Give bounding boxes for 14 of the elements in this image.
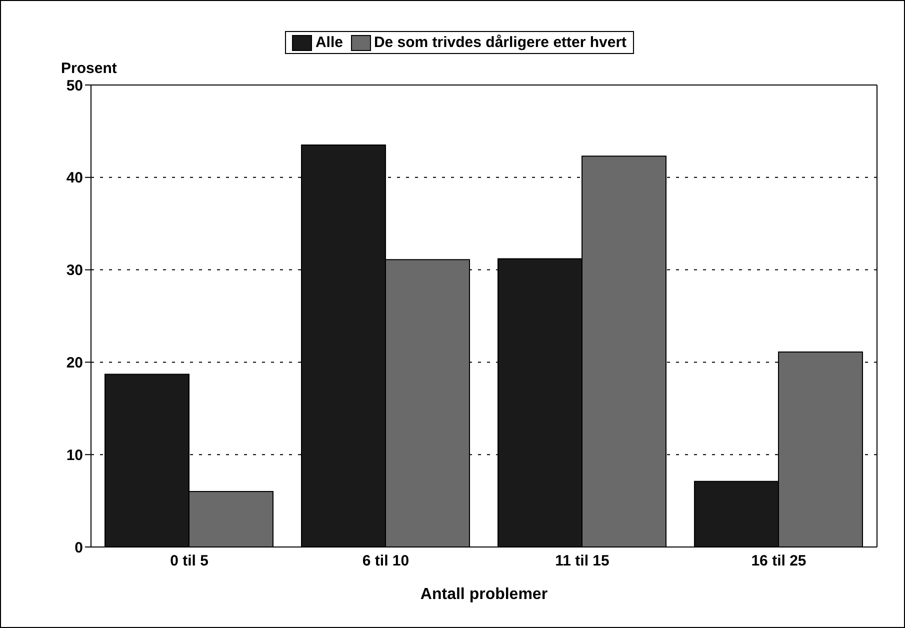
y-tick-label: 20 xyxy=(66,354,83,372)
x-tick-label: 0 til 5 xyxy=(170,552,208,570)
y-tick-label: 40 xyxy=(66,170,83,187)
y-tick-label: 0 xyxy=(74,539,83,556)
x-axis-title: Antall problemer xyxy=(420,586,548,603)
legend-label: Alle xyxy=(314,34,343,51)
x-tick-label: 6 til 10 xyxy=(362,552,410,570)
y-tick-label: 50 xyxy=(66,77,83,94)
x-tick-label: 16 til 25 xyxy=(751,552,806,570)
y-axis-title: Prosent xyxy=(61,60,117,77)
legend-label: De som trivdes dårligere etter hvert xyxy=(372,34,627,51)
x-tick-label: 11 til 15 xyxy=(555,552,610,570)
y-tick-label: 10 xyxy=(66,446,83,464)
y-tick-label: 30 xyxy=(66,262,83,280)
